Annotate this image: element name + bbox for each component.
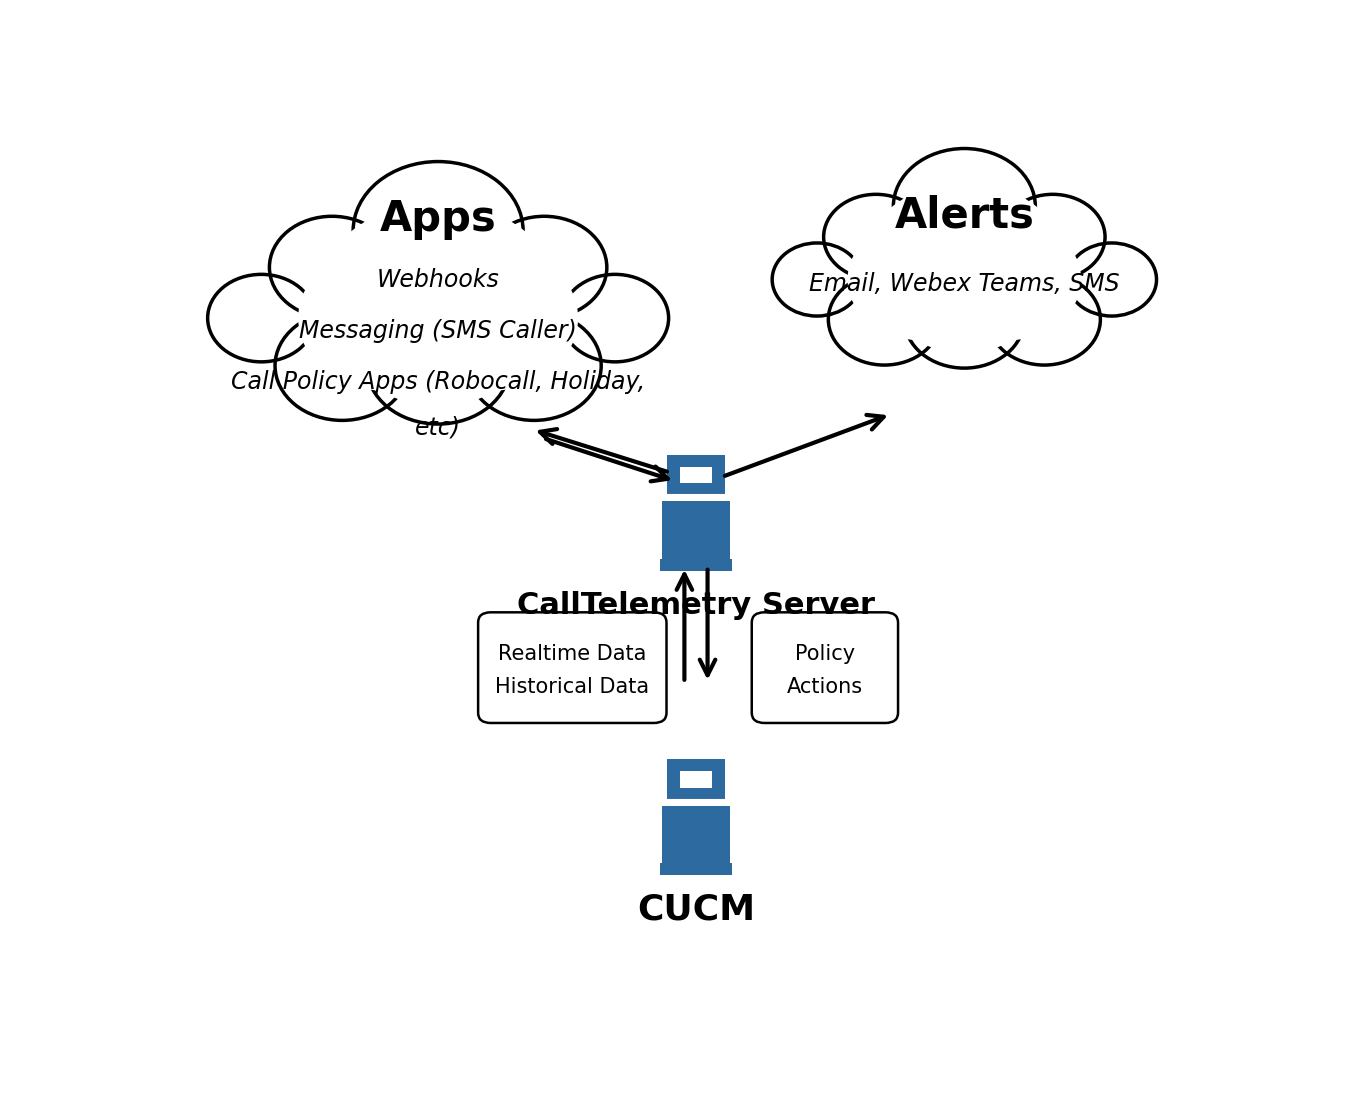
FancyBboxPatch shape: [661, 805, 731, 863]
Ellipse shape: [773, 243, 862, 316]
Ellipse shape: [299, 245, 477, 391]
Ellipse shape: [904, 271, 1024, 368]
Ellipse shape: [861, 183, 1067, 350]
Ellipse shape: [824, 194, 929, 280]
Ellipse shape: [399, 245, 579, 391]
Ellipse shape: [894, 148, 1035, 264]
Text: Actions: Actions: [786, 677, 862, 697]
Ellipse shape: [828, 274, 940, 365]
FancyBboxPatch shape: [667, 455, 725, 496]
Text: Email, Webex Teams, SMS: Email, Webex Teams, SMS: [809, 272, 1119, 296]
FancyBboxPatch shape: [478, 613, 667, 723]
Ellipse shape: [861, 213, 991, 320]
Ellipse shape: [315, 238, 471, 367]
FancyBboxPatch shape: [680, 771, 712, 788]
Ellipse shape: [353, 162, 523, 300]
Text: Apps: Apps: [380, 198, 497, 241]
Ellipse shape: [899, 193, 1029, 300]
Ellipse shape: [847, 218, 997, 341]
Ellipse shape: [561, 274, 668, 362]
FancyBboxPatch shape: [752, 613, 898, 723]
Ellipse shape: [932, 218, 1081, 341]
Ellipse shape: [467, 311, 602, 420]
Ellipse shape: [208, 274, 315, 362]
Text: CallTelemetry Server: CallTelemetry Server: [517, 590, 875, 620]
Ellipse shape: [405, 238, 562, 367]
Text: Call Policy Apps (Robocall, Holiday,: Call Policy Apps (Robocall, Holiday,: [231, 371, 645, 394]
Ellipse shape: [482, 216, 607, 319]
Text: etc): etc): [416, 416, 462, 440]
Ellipse shape: [937, 213, 1067, 320]
Ellipse shape: [349, 261, 527, 407]
Text: CUCM: CUCM: [637, 893, 755, 927]
Ellipse shape: [1067, 243, 1157, 316]
Ellipse shape: [360, 215, 516, 342]
Text: Alerts: Alerts: [895, 194, 1035, 236]
FancyBboxPatch shape: [660, 863, 732, 874]
Ellipse shape: [894, 208, 1035, 324]
Text: Historical Data: Historical Data: [496, 677, 649, 697]
FancyBboxPatch shape: [680, 467, 712, 483]
Text: Webhooks: Webhooks: [376, 267, 500, 292]
FancyBboxPatch shape: [660, 559, 732, 570]
Ellipse shape: [353, 233, 523, 371]
Text: Messaging (SMS Caller): Messaging (SMS Caller): [299, 319, 577, 343]
Ellipse shape: [1001, 194, 1105, 280]
Text: Realtime Data: Realtime Data: [498, 644, 646, 664]
Ellipse shape: [269, 216, 395, 319]
Ellipse shape: [276, 311, 409, 420]
Ellipse shape: [889, 232, 1039, 354]
Ellipse shape: [989, 274, 1100, 365]
Ellipse shape: [315, 202, 561, 402]
FancyBboxPatch shape: [661, 501, 731, 559]
Text: Policy: Policy: [794, 644, 856, 664]
FancyBboxPatch shape: [667, 760, 725, 800]
Ellipse shape: [367, 307, 509, 424]
